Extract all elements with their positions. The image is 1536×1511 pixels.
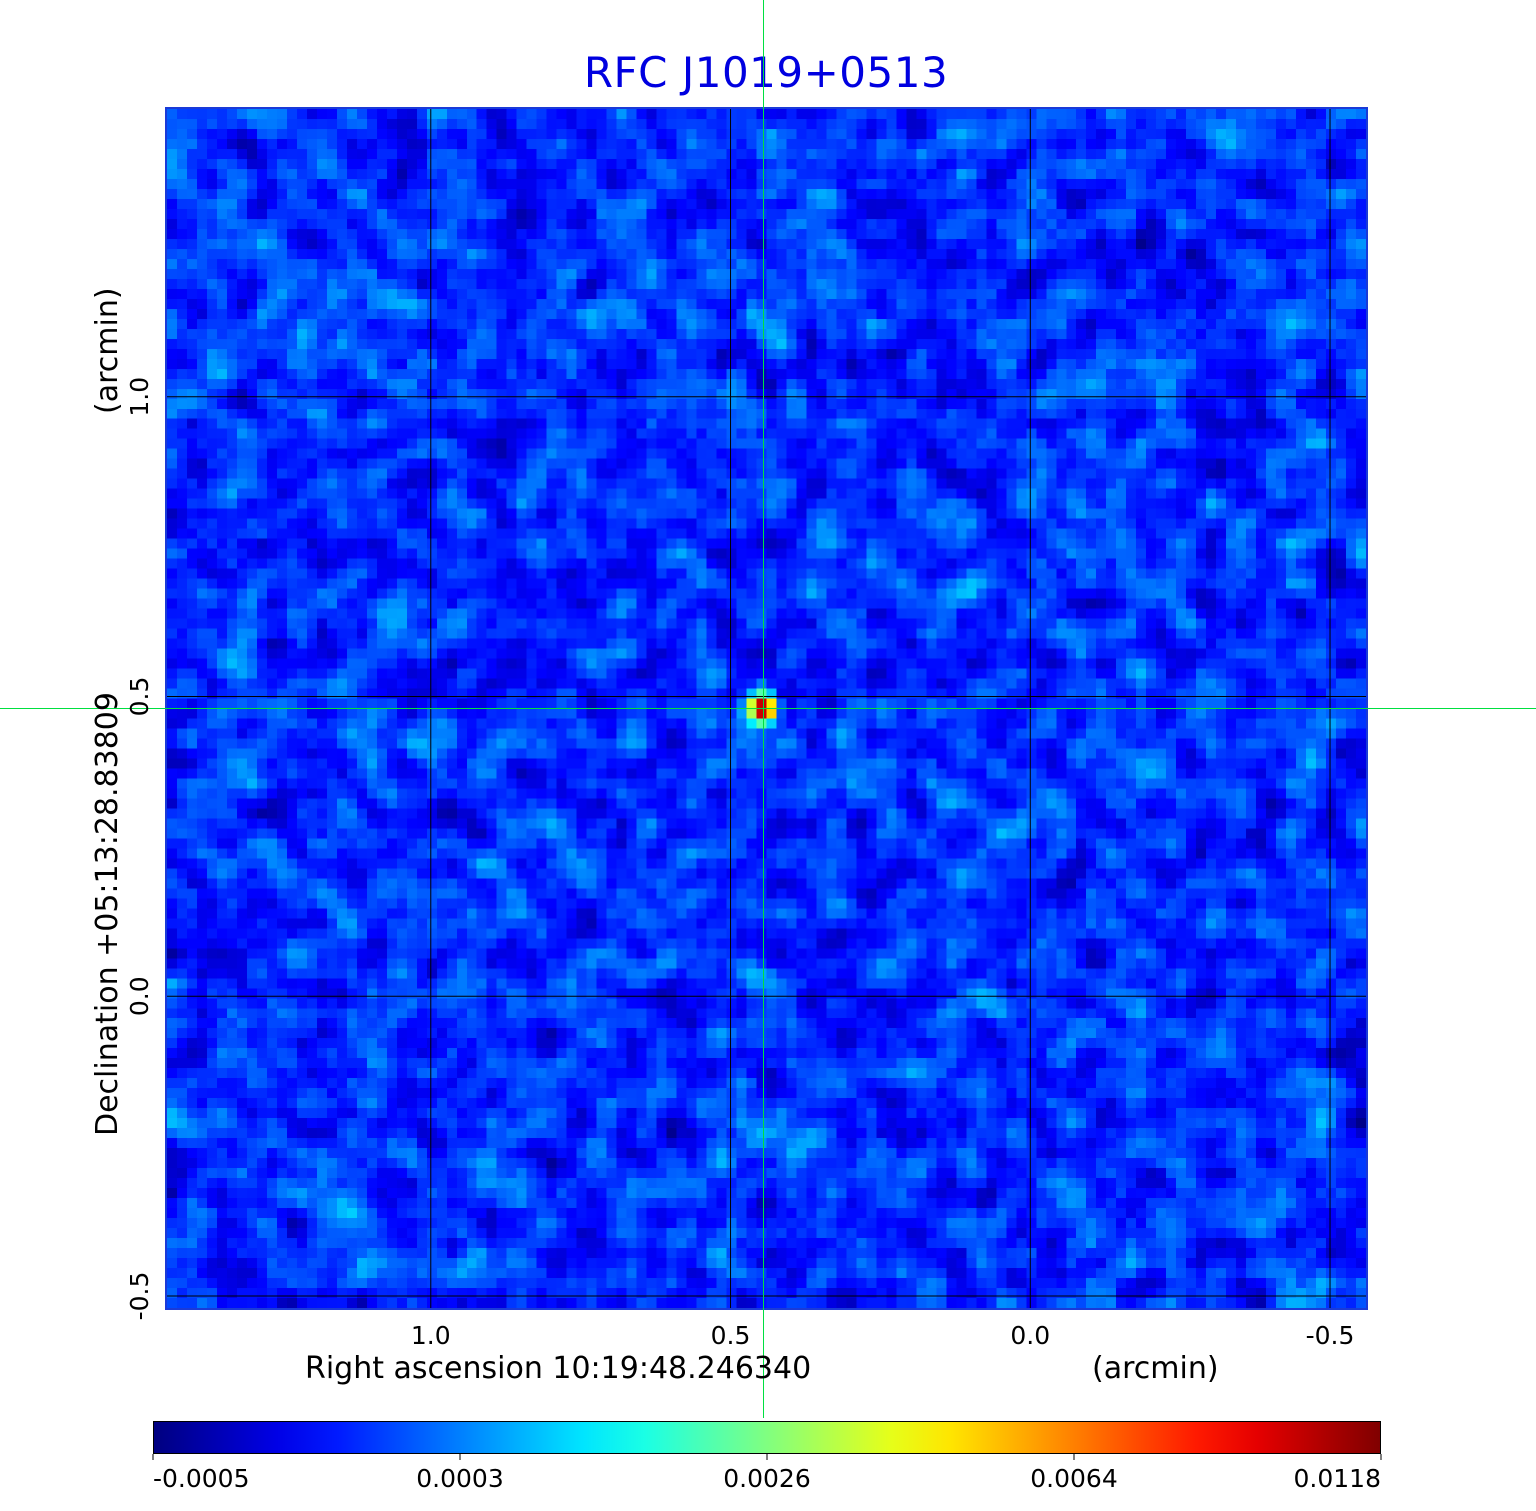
y-tick-label-1: 0.0 <box>125 976 154 1016</box>
colorbar-tick-label-4: 0.0118 <box>1294 1464 1381 1493</box>
chart-title: RFC J1019+0513 <box>583 48 949 97</box>
y-tick-label-3: 1.0 <box>125 377 154 417</box>
colorbar-tick-label-2: 0.0026 <box>723 1464 810 1493</box>
colorbar-tick-label-0: -0.0005 <box>153 1464 250 1493</box>
x-tick-label-3: -0.5 <box>1306 1321 1355 1350</box>
y-tick-labels: -0.5 0.0 0.5 1.0 <box>125 377 154 1321</box>
x-tick-labels: 1.0 0.5 0.0 -0.5 <box>411 1321 1355 1350</box>
colorbar-tick-label-3: 0.0064 <box>1030 1464 1117 1493</box>
x-tick-label-0: 1.0 <box>411 1321 451 1350</box>
x-axis-unit: (arcmin) <box>1092 1351 1219 1386</box>
x-tick-label-1: 0.5 <box>711 1321 751 1350</box>
colorbar-tick-label-1: 0.0003 <box>416 1464 503 1493</box>
x-axis-label: Right ascension 10:19:48.246340 <box>305 1351 811 1386</box>
y-tick-label-2: 0.5 <box>125 677 154 717</box>
colorbar <box>153 1421 1381 1454</box>
y-axis-label: Declination +05:13:28.83809 <box>90 692 125 1136</box>
colorbar-tick-labels: -0.0005 0.0003 0.0026 0.0064 0.0118 <box>152 1454 1382 1493</box>
y-tick-label-0: -0.5 <box>125 1272 154 1321</box>
y-axis-unit: (arcmin) <box>90 287 125 414</box>
x-tick-label-2: 0.0 <box>1010 1321 1050 1350</box>
image-plot-area[interactable] <box>165 107 1368 1310</box>
intensity-heatmap <box>167 109 1366 1308</box>
